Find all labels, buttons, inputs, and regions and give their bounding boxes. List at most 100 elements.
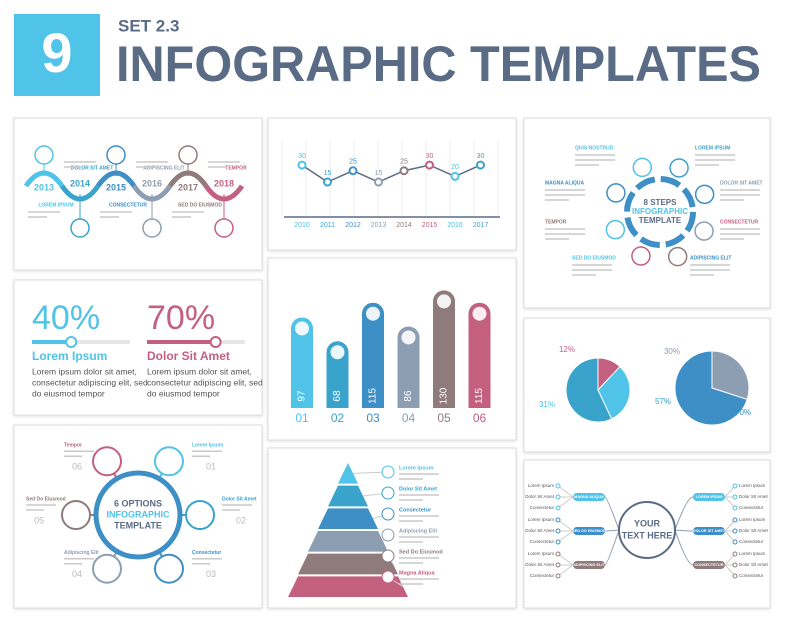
center-ring: [618, 501, 676, 559]
timeline-icon: [214, 218, 234, 238]
leaf-dot: [732, 573, 738, 579]
leaf-label: Dolor Sit Amet: [525, 562, 555, 567]
center-text: YOUR: [634, 518, 661, 528]
branch-pill: [693, 493, 725, 501]
leaf-dot: [555, 573, 561, 579]
line-point: [374, 177, 383, 187]
x-tick-label: 2017: [473, 222, 489, 229]
pyramid-level: [318, 508, 378, 529]
option-number: 01: [206, 462, 216, 472]
leaf-dot: [555, 539, 561, 545]
timeline-label: CONSECTETUR: [109, 202, 147, 208]
percent-body: do eiusmod tempor: [147, 388, 220, 398]
point-label: 25: [349, 159, 357, 166]
leaf-dot: [732, 528, 738, 534]
pyramid-label: Adipiscing Elit: [399, 528, 437, 534]
bar: [326, 352, 349, 408]
pyramid-label: Magna Aliqua: [399, 570, 435, 576]
leaf-line: [557, 553, 574, 566]
timeline-year: 2015: [106, 182, 126, 192]
x-tick-label: 2010: [294, 222, 310, 229]
branch-label: MAGNA ALIQUA: [574, 495, 604, 499]
option-number: 04: [72, 569, 82, 579]
bar: [468, 313, 491, 408]
step-node: [694, 221, 714, 241]
bar-cap-inner: [366, 306, 380, 321]
timeline-icon: [70, 218, 90, 238]
pie-label: 30%: [664, 347, 680, 356]
branch-pill: [573, 561, 605, 569]
timeline-icon: [142, 218, 162, 238]
leaf-dot: [555, 483, 561, 489]
branch-line: [674, 529, 694, 532]
option-number: 02: [236, 515, 246, 525]
pyramid-icon: [381, 528, 395, 542]
pyramid-icon: [381, 465, 395, 479]
panel: [13, 279, 263, 416]
bar-value: 86: [403, 390, 414, 402]
panel: [267, 117, 517, 251]
timeline-icon: [178, 145, 198, 165]
pie-label: 70%: [735, 408, 751, 417]
leaf-dot: [732, 505, 738, 511]
step-node: [631, 246, 651, 266]
line-point: [348, 166, 358, 176]
progress-track: [32, 340, 130, 344]
x-tick-label: 2011: [320, 222, 335, 229]
percent-body: consectetur adipiscing elit, sed: [32, 377, 148, 387]
step-label: TEMPOR: [545, 219, 567, 225]
step-label: CONSECTETUR: [720, 219, 758, 225]
x-tick-label: 2012: [345, 222, 361, 229]
timeline-icon: [106, 145, 126, 165]
leaf-label: Dolor Sit Amet: [525, 528, 555, 533]
timeline-year: 2013: [34, 182, 54, 192]
step-node: [605, 219, 626, 240]
step-ring: [624, 176, 696, 248]
point-label: 30: [477, 153, 485, 160]
point-label: 30: [298, 153, 306, 160]
progress-bar: [32, 340, 72, 344]
set-label: SET 2.3: [118, 16, 179, 35]
leaf-dot: [732, 539, 738, 545]
bar: [362, 313, 384, 408]
option-node: [154, 553, 184, 584]
leaf-line: [557, 564, 574, 577]
leaf-label: Consectetur: [739, 573, 764, 578]
timeline-label: LOREM IPSUM: [38, 202, 73, 208]
leaf-label: Lorem Ipsum: [739, 551, 766, 556]
line-point: [476, 160, 485, 170]
percent-value: 70%: [147, 299, 215, 337]
branch-label: ADIPISCING ELIT: [573, 563, 605, 567]
point-label: 20: [451, 164, 459, 171]
step-label: MAGNA ALIQUA: [545, 180, 584, 186]
point-label: 15: [375, 170, 383, 177]
bar-category: 04: [402, 411, 416, 425]
step-label: QUIS NOSTRUD: [575, 145, 614, 151]
branch-pill: [693, 527, 725, 535]
leaf-label: Dolor Sit Amet: [739, 562, 769, 567]
leaf-label: Consectetur: [739, 505, 764, 510]
option-label: Tempor: [64, 443, 82, 449]
step-label: ADIPISCING ELIT: [690, 255, 731, 261]
bar-value: 115: [368, 388, 379, 404]
pyramid-label: Sed Do Eiusmod: [399, 549, 443, 555]
option-node: [154, 446, 184, 477]
leaf-dot: [732, 562, 738, 568]
pyramid-level: [298, 553, 398, 575]
step-label: DOLOR SIT AMET: [720, 180, 763, 186]
pyramid-icon: [381, 570, 395, 584]
timeline-year: 2017: [178, 182, 198, 192]
x-tick-label: 2013: [371, 222, 387, 229]
percent-title: Lorem Ipsum: [32, 349, 107, 363]
branch-line: [604, 529, 620, 532]
point-label: 15: [324, 170, 332, 177]
bar-category: 03: [366, 411, 380, 425]
pyramid-icon: [381, 507, 395, 521]
progress-bar: [147, 340, 216, 344]
pie-slice: [565, 357, 613, 423]
timeline-label: TEMPOR: [225, 165, 247, 171]
step-center-text: INFOGRAPHIC: [632, 207, 688, 216]
option-node: [185, 500, 215, 530]
option-center-text: 6 OPTIONS: [114, 498, 162, 508]
step-label: LOREM IPSUM: [695, 145, 730, 151]
